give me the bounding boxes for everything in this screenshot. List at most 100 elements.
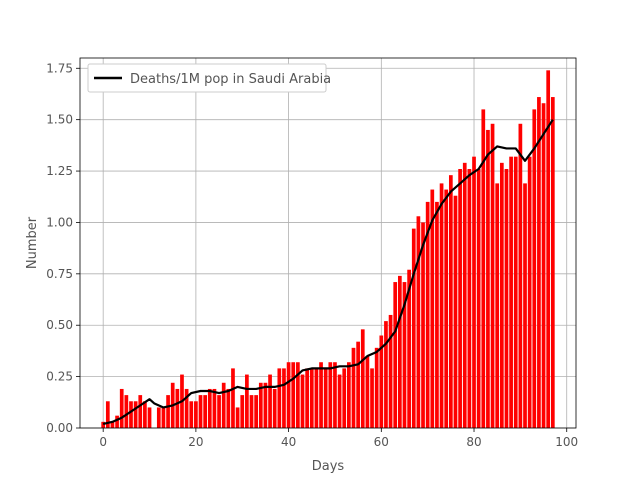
bar — [458, 169, 462, 428]
y-axis: 0.00 0.25 0.50 0.75 1.00 1.25 1.50 1.75 — [46, 61, 80, 435]
y-axis-label: Number — [25, 216, 40, 269]
x-tick-label: 80 — [466, 435, 481, 449]
bar — [258, 382, 263, 428]
bar — [105, 401, 110, 428]
bar — [166, 395, 170, 428]
bar — [249, 395, 254, 428]
bar — [513, 156, 518, 428]
bar — [119, 388, 124, 428]
bar — [541, 103, 546, 428]
bar — [365, 356, 370, 428]
bar — [333, 362, 337, 428]
bar — [347, 362, 351, 428]
x-axis-label: Days — [312, 459, 345, 474]
bar — [379, 335, 384, 428]
bar — [194, 401, 198, 428]
bar — [296, 362, 300, 428]
x-tick-label: 60 — [374, 435, 389, 449]
bar — [217, 395, 221, 428]
bar — [231, 368, 235, 428]
y-tick-label: 1.75 — [46, 61, 73, 75]
bar — [101, 421, 106, 428]
bar — [397, 275, 402, 428]
bar — [300, 374, 305, 428]
bar — [143, 401, 147, 428]
bar — [221, 382, 226, 428]
bar — [156, 407, 161, 428]
bar — [319, 362, 323, 428]
bar — [282, 368, 286, 428]
bar — [504, 169, 509, 428]
bar — [337, 374, 342, 428]
bar — [286, 362, 291, 428]
bar — [124, 395, 129, 428]
bar — [486, 129, 490, 428]
bar — [203, 395, 208, 428]
bar — [430, 189, 435, 428]
line-series-path — [102, 119, 554, 425]
x-tick-label: 20 — [188, 435, 203, 449]
bar — [435, 201, 439, 428]
bar — [254, 395, 259, 428]
bar — [532, 109, 537, 428]
y-tick-label: 0.00 — [46, 421, 73, 435]
bar — [481, 109, 486, 428]
bar — [402, 282, 407, 428]
bar — [314, 368, 319, 428]
bar — [129, 401, 133, 428]
x-axis: 0 20 40 60 80 100 — [99, 428, 578, 449]
bar — [407, 269, 411, 428]
legend: Deaths/1M pop in Saudi Arabia — [87, 63, 331, 93]
x-tick-label: 0 — [99, 435, 107, 449]
y-tick-label: 1.00 — [46, 215, 73, 229]
bar — [291, 362, 296, 428]
x-tick-label: 40 — [281, 435, 296, 449]
bar — [277, 368, 282, 428]
bar — [272, 388, 277, 428]
bar — [370, 368, 374, 428]
plot-frame — [79, 57, 577, 429]
bar — [425, 201, 430, 428]
bar — [328, 362, 333, 428]
bar — [490, 123, 495, 429]
bar — [133, 401, 138, 428]
bar — [448, 175, 453, 428]
y-tick-label: 1.25 — [46, 164, 73, 178]
bar — [147, 407, 152, 428]
bar — [305, 368, 309, 428]
bar — [263, 382, 268, 428]
bar — [360, 329, 365, 428]
bar — [226, 388, 231, 428]
bar — [240, 395, 245, 428]
bar — [212, 388, 217, 428]
y-tick-label: 1.50 — [46, 113, 73, 127]
bar — [499, 162, 504, 429]
bar — [467, 169, 472, 428]
bar — [444, 189, 449, 428]
bar — [523, 183, 527, 428]
bar — [184, 388, 189, 428]
line-series — [102, 119, 554, 425]
bar — [207, 388, 212, 428]
bar — [439, 183, 444, 428]
bar — [411, 228, 416, 428]
legend-box — [87, 63, 327, 93]
bar — [235, 407, 240, 428]
bar — [546, 70, 551, 428]
bar — [138, 395, 143, 428]
y-tick-label: 0.50 — [46, 318, 73, 332]
bar — [527, 156, 532, 428]
bar — [537, 97, 541, 429]
bar — [393, 282, 398, 428]
bar — [198, 395, 203, 428]
y-tick-label: 0.75 — [46, 267, 73, 281]
bar — [472, 156, 476, 428]
bar — [384, 321, 388, 428]
bar — [462, 162, 467, 429]
bar — [356, 341, 360, 428]
bar — [388, 314, 393, 428]
bar — [351, 347, 356, 428]
bar — [476, 169, 481, 428]
bar — [453, 195, 458, 428]
